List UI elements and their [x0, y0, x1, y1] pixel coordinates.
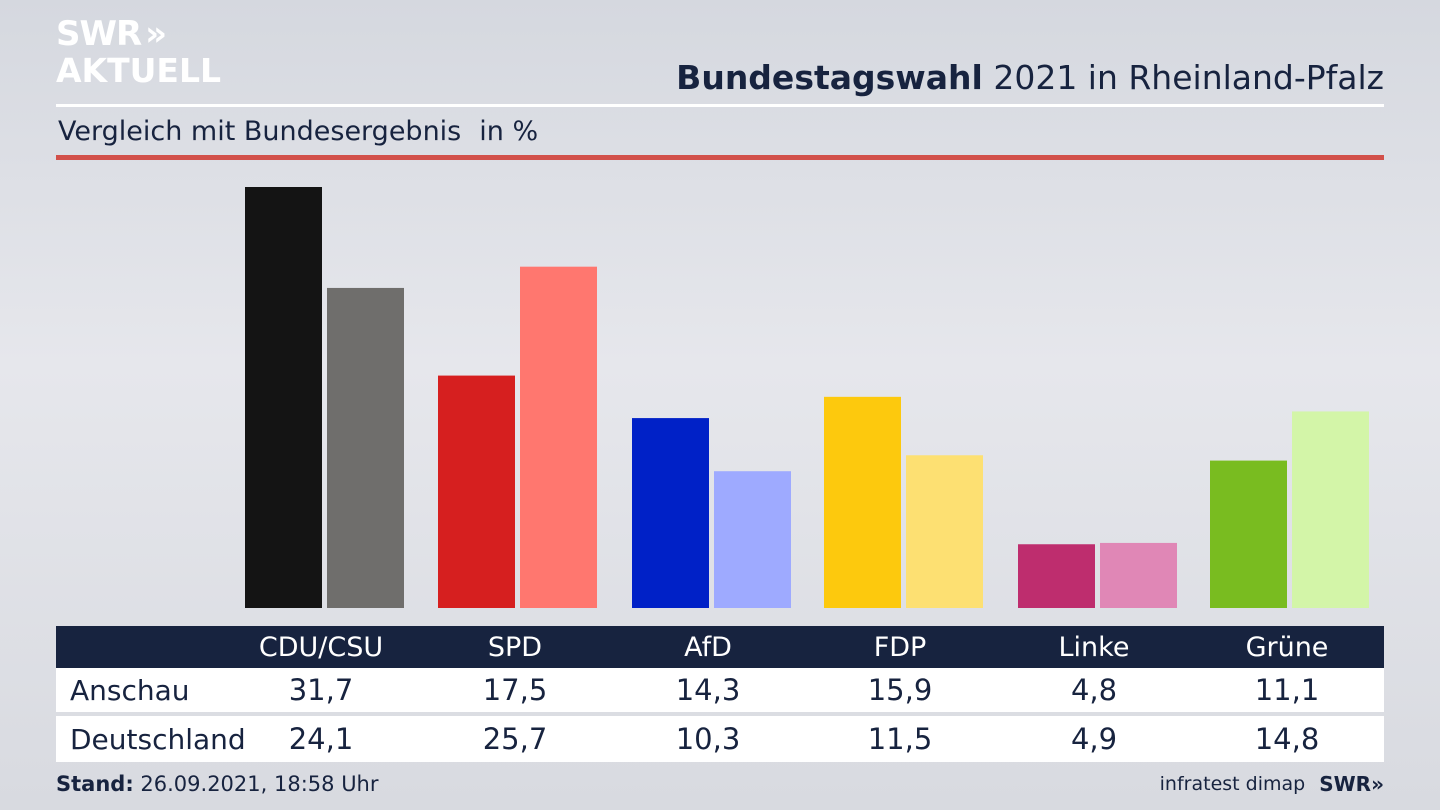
logo-aktuell-text: AKTUELL: [56, 51, 222, 90]
chart-title: Bundestagswahl 2021 in Rheinland-Pfalz: [676, 58, 1384, 97]
timestamp-label: Stand:: [56, 772, 134, 796]
title-divider: [56, 104, 1384, 107]
table-cell: 31,7: [288, 673, 354, 707]
table-cell: 24,1: [288, 722, 354, 756]
column-header: CDU/CSU: [258, 631, 384, 663]
bar-cdu-csu-deutschland: [327, 287, 404, 608]
table-cell: 15,9: [867, 673, 933, 707]
source-credit: infratest dimap SWR»: [1160, 772, 1384, 796]
bar-fdp-deutschland: [906, 455, 983, 608]
row-label-anschau: Anschau: [70, 673, 190, 707]
logo-swr-text: SWR: [56, 14, 142, 54]
table-cell: 17,5: [482, 673, 548, 707]
table-cell: 10,3: [675, 722, 741, 756]
chart-title-bold: Bundestagswahl: [676, 58, 983, 97]
row-label-deutschland: Deutschland: [70, 722, 246, 756]
timestamp-value: 26.09.2021, 18:58 Uhr: [140, 772, 379, 796]
chart-subtitle-text: Vergleich mit Bundesergebnis: [58, 116, 462, 147]
chart-unit: in %: [479, 116, 539, 147]
table-cell: 4,9: [1070, 722, 1118, 756]
bar-grüne-deutschland: [1292, 411, 1369, 608]
bar-grüne-anschau: [1210, 460, 1287, 608]
bar-linke-anschau: [1018, 544, 1095, 608]
bar-spd-anschau: [438, 375, 515, 608]
table-cell: 14,3: [675, 673, 741, 707]
column-header: Grüne: [1245, 631, 1329, 663]
bar-fdp-anschau: [824, 396, 901, 608]
bar-afd-deutschland: [714, 471, 791, 608]
swr-aktuell-logo: SWR » AKTUELL: [56, 16, 221, 87]
logo-arrows-icon: »: [145, 14, 167, 54]
table-cell: 4,8: [1070, 673, 1118, 707]
bar-linke-deutschland: [1100, 542, 1177, 608]
chart-title-rest: 2021 in Rheinland-Pfalz: [993, 58, 1384, 97]
table-row: Deutschland 24,1 25,7 10,3 11,5 4,9 14,8: [56, 716, 1384, 762]
column-header: SPD: [487, 631, 543, 663]
subtitle-divider: [56, 155, 1384, 160]
source-text: infratest dimap: [1159, 773, 1306, 795]
swr-brand-logo: SWR»: [1319, 772, 1384, 796]
table-cell: 11,5: [867, 722, 933, 756]
table-cell: 14,8: [1254, 722, 1320, 756]
timestamp: Stand: 26.09.2021, 18:58 Uhr: [56, 772, 379, 796]
column-header: Linke: [1058, 631, 1130, 663]
table-cell: 25,7: [482, 722, 548, 756]
bar-afd-anschau: [632, 418, 709, 608]
chart-subtitle: Vergleich mit Bundesergebnis in %: [58, 116, 538, 147]
bar-cdu-csu-anschau: [245, 187, 322, 608]
table-header-row: CDU/CSU SPD AfD FDP Linke Grüne: [56, 626, 1384, 668]
column-header: AfD: [684, 631, 732, 663]
bar-spd-deutschland: [520, 266, 597, 608]
table-row: Anschau 31,7 17,5 14,3 15,9 4,8 11,1: [56, 668, 1384, 712]
column-header: FDP: [873, 631, 927, 663]
table-cell: 11,1: [1254, 673, 1320, 707]
